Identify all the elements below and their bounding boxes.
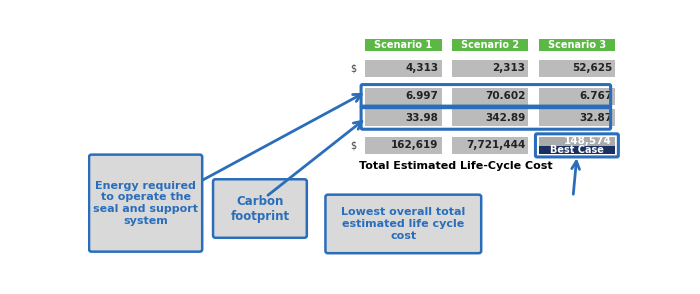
Text: $: $ (350, 64, 356, 74)
FancyBboxPatch shape (538, 60, 615, 77)
Text: Scenario 2: Scenario 2 (461, 40, 519, 50)
Text: Scenario 1: Scenario 1 (374, 40, 433, 50)
Text: 162,619: 162,619 (391, 141, 439, 151)
Text: 7,721,444: 7,721,444 (466, 141, 526, 151)
FancyBboxPatch shape (365, 137, 442, 154)
FancyBboxPatch shape (538, 109, 615, 126)
Text: 33.98: 33.98 (406, 113, 439, 123)
Text: Energy required
to operate the
seal and support
system: Energy required to operate the seal and … (93, 181, 198, 225)
Text: 6.767: 6.767 (579, 91, 612, 101)
FancyBboxPatch shape (452, 60, 528, 77)
FancyBboxPatch shape (452, 109, 528, 126)
FancyBboxPatch shape (365, 60, 442, 77)
FancyBboxPatch shape (538, 146, 615, 154)
Text: Lowest overall total
estimated life cycle
cost: Lowest overall total estimated life cycl… (341, 207, 466, 240)
FancyBboxPatch shape (452, 88, 528, 105)
Text: 148,574: 148,574 (564, 136, 612, 146)
Text: Best Case: Best Case (550, 145, 604, 155)
FancyBboxPatch shape (365, 39, 442, 51)
Text: 52,625: 52,625 (572, 64, 612, 74)
Text: Total Estimated Life-Cycle Cost: Total Estimated Life-Cycle Cost (358, 161, 552, 171)
Text: Carbon
footprint: Carbon footprint (230, 195, 290, 223)
FancyBboxPatch shape (452, 137, 528, 154)
FancyBboxPatch shape (538, 137, 615, 146)
FancyBboxPatch shape (365, 88, 442, 105)
FancyBboxPatch shape (538, 39, 615, 51)
Text: 4,313: 4,313 (405, 64, 439, 74)
FancyBboxPatch shape (326, 195, 481, 253)
Text: Scenario 3: Scenario 3 (548, 40, 606, 50)
FancyBboxPatch shape (89, 155, 202, 252)
Text: 2,313: 2,313 (492, 64, 526, 74)
Text: $: $ (350, 141, 356, 151)
Text: 70.602: 70.602 (485, 91, 526, 101)
Text: 6.997: 6.997 (406, 91, 439, 101)
FancyBboxPatch shape (213, 179, 307, 238)
Text: 342.89: 342.89 (485, 113, 526, 123)
FancyBboxPatch shape (452, 39, 528, 51)
FancyBboxPatch shape (538, 88, 615, 105)
Text: 32.87: 32.87 (579, 113, 612, 123)
FancyBboxPatch shape (365, 109, 442, 126)
